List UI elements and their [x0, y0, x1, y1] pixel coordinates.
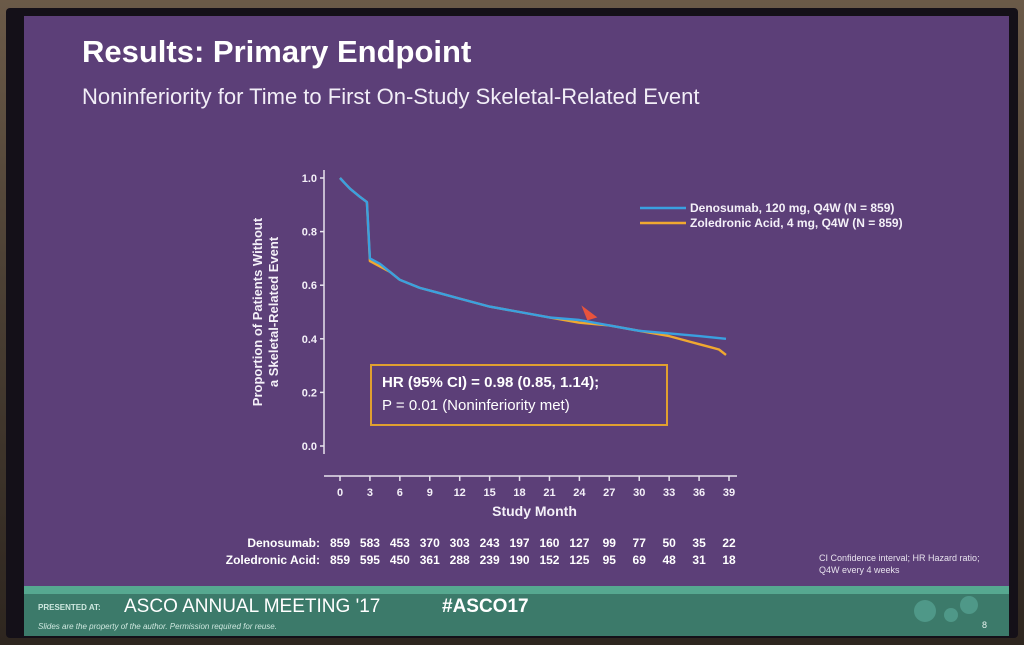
x-tick-label: 36 — [693, 487, 705, 499]
y-axis-label: Proportion of Patients Without a Skeleta… — [250, 217, 281, 406]
legend-label-zoledronic: Zoledronic Acid, 4 mg, Q4W (N = 859) — [690, 216, 903, 230]
risk-count: 190 — [510, 553, 530, 567]
risk-count: 99 — [603, 536, 617, 550]
footer-banner: PRESENTED AT: ASCO ANNUAL MEETING '17 #A… — [24, 586, 1009, 636]
slide-title: Results: Primary Endpoint — [82, 34, 472, 69]
x-tick-label: 21 — [543, 487, 555, 499]
risk-count: 127 — [569, 536, 589, 550]
risk-count: 160 — [539, 536, 559, 550]
risk-count: 69 — [633, 553, 647, 567]
risk-count: 583 — [360, 536, 380, 550]
x-tick-label: 24 — [573, 487, 586, 499]
footnote-line1: CI Confidence interval; HR Hazard ratio; — [819, 553, 980, 563]
risk-count: 152 — [539, 553, 559, 567]
risk-count: 239 — [480, 553, 500, 567]
risk-count: 22 — [722, 536, 736, 550]
risk-count: 77 — [633, 536, 647, 550]
x-tick-label: 0 — [337, 487, 343, 499]
x-tick-label: 18 — [513, 487, 525, 499]
page-number: 8 — [982, 620, 988, 630]
risk-count: 288 — [450, 553, 470, 567]
hazard-ratio-line: HR (95% CI) = 0.98 (0.85, 1.14); — [382, 374, 600, 391]
laser-pointer-mark — [581, 305, 598, 321]
footer-disclaimer: Slides are the property of the author. P… — [38, 622, 277, 631]
y-tick-label: 0.4 — [302, 334, 318, 346]
p-value-line: P = 0.01 (Noninferiority met) — [382, 397, 570, 414]
risk-table: Denosumab: 859 583 453 370 303 243 197 160 127 99 7… — [226, 536, 736, 567]
risk-count: 48 — [662, 553, 676, 567]
footnote: CI Confidence interval; HR Hazard ratio;… — [819, 552, 1009, 576]
legend-label-denosumab: Denosumab, 120 mg, Q4W (N = 859) — [690, 201, 894, 215]
y-axis-label-line2: a Skeletal-Related Event — [266, 236, 281, 387]
series-line-denosumab — [339, 177, 727, 340]
x-tick-label: 30 — [633, 487, 645, 499]
km-chart: Proportion of Patients Without a Skeleta… — [226, 170, 903, 567]
x-tick-label: 3 — [367, 487, 373, 499]
decorative-dot — [960, 596, 978, 614]
risk-count: 35 — [692, 536, 706, 550]
y-tick-label: 0.8 — [302, 227, 317, 239]
slide: Results: Primary Endpoint Noninferiority… — [24, 16, 1009, 636]
x-axis-label: Study Month — [492, 503, 577, 519]
footnote-line2: Q4W every 4 weeks — [819, 565, 900, 575]
risk-count: 859 — [330, 553, 350, 567]
x-tick-label: 9 — [427, 487, 433, 499]
y-axis-ticks: 0.0 0.2 0.4 0.6 0.8 1.0 — [302, 173, 324, 453]
decorative-dot — [914, 600, 936, 622]
footer-top-strip — [24, 586, 1009, 594]
x-axis-ticks: 0 3 6 9 12 15 18 21 24 27 30 33 36 39 — [337, 476, 735, 499]
legend: Denosumab, 120 mg, Q4W (N = 859)Zoledron… — [640, 201, 903, 230]
risk-count: 50 — [662, 536, 676, 550]
x-tick-label: 15 — [483, 487, 495, 499]
footer-presented-label: PRESENTED AT: — [38, 603, 101, 612]
risk-row-label: Zoledronic Acid: — [226, 553, 320, 567]
x-tick-label: 39 — [723, 487, 735, 499]
x-tick-label: 33 — [663, 487, 675, 499]
risk-count: 303 — [450, 536, 470, 550]
footer-hashtag: #ASCO17 — [442, 596, 529, 617]
risk-row-label: Denosumab: — [247, 536, 320, 550]
risk-count: 859 — [330, 536, 350, 550]
y-axis-label-line1: Proportion of Patients Without — [250, 217, 265, 406]
risk-count: 95 — [603, 553, 617, 567]
risk-count: 197 — [510, 536, 530, 550]
series-lines — [339, 177, 727, 356]
slide-subtitle: Noninferiority for Time to First On-Stud… — [82, 84, 700, 109]
x-tick-label: 6 — [397, 487, 403, 499]
risk-count: 370 — [420, 536, 440, 550]
risk-count: 31 — [692, 553, 706, 567]
y-tick-label: 0.6 — [302, 280, 317, 292]
y-tick-label: 0.2 — [302, 387, 317, 399]
y-tick-label: 1.0 — [302, 173, 317, 185]
risk-count: 361 — [420, 553, 440, 567]
y-tick-label: 0.0 — [302, 441, 317, 453]
series-line-zoledronic — [339, 177, 727, 356]
hazard-ratio-box: HR (95% CI) = 0.98 (0.85, 1.14); P = 0.0… — [370, 364, 668, 426]
risk-count: 243 — [480, 536, 500, 550]
x-tick-label: 12 — [454, 487, 466, 499]
risk-count: 18 — [722, 553, 736, 567]
risk-count: 125 — [569, 553, 589, 567]
decorative-dot — [944, 608, 958, 622]
risk-count: 450 — [390, 553, 410, 567]
risk-count: 453 — [390, 536, 410, 550]
x-tick-label: 27 — [603, 487, 615, 499]
risk-count: 595 — [360, 553, 380, 567]
footer-meeting-name: ASCO ANNUAL MEETING '17 — [124, 596, 381, 617]
